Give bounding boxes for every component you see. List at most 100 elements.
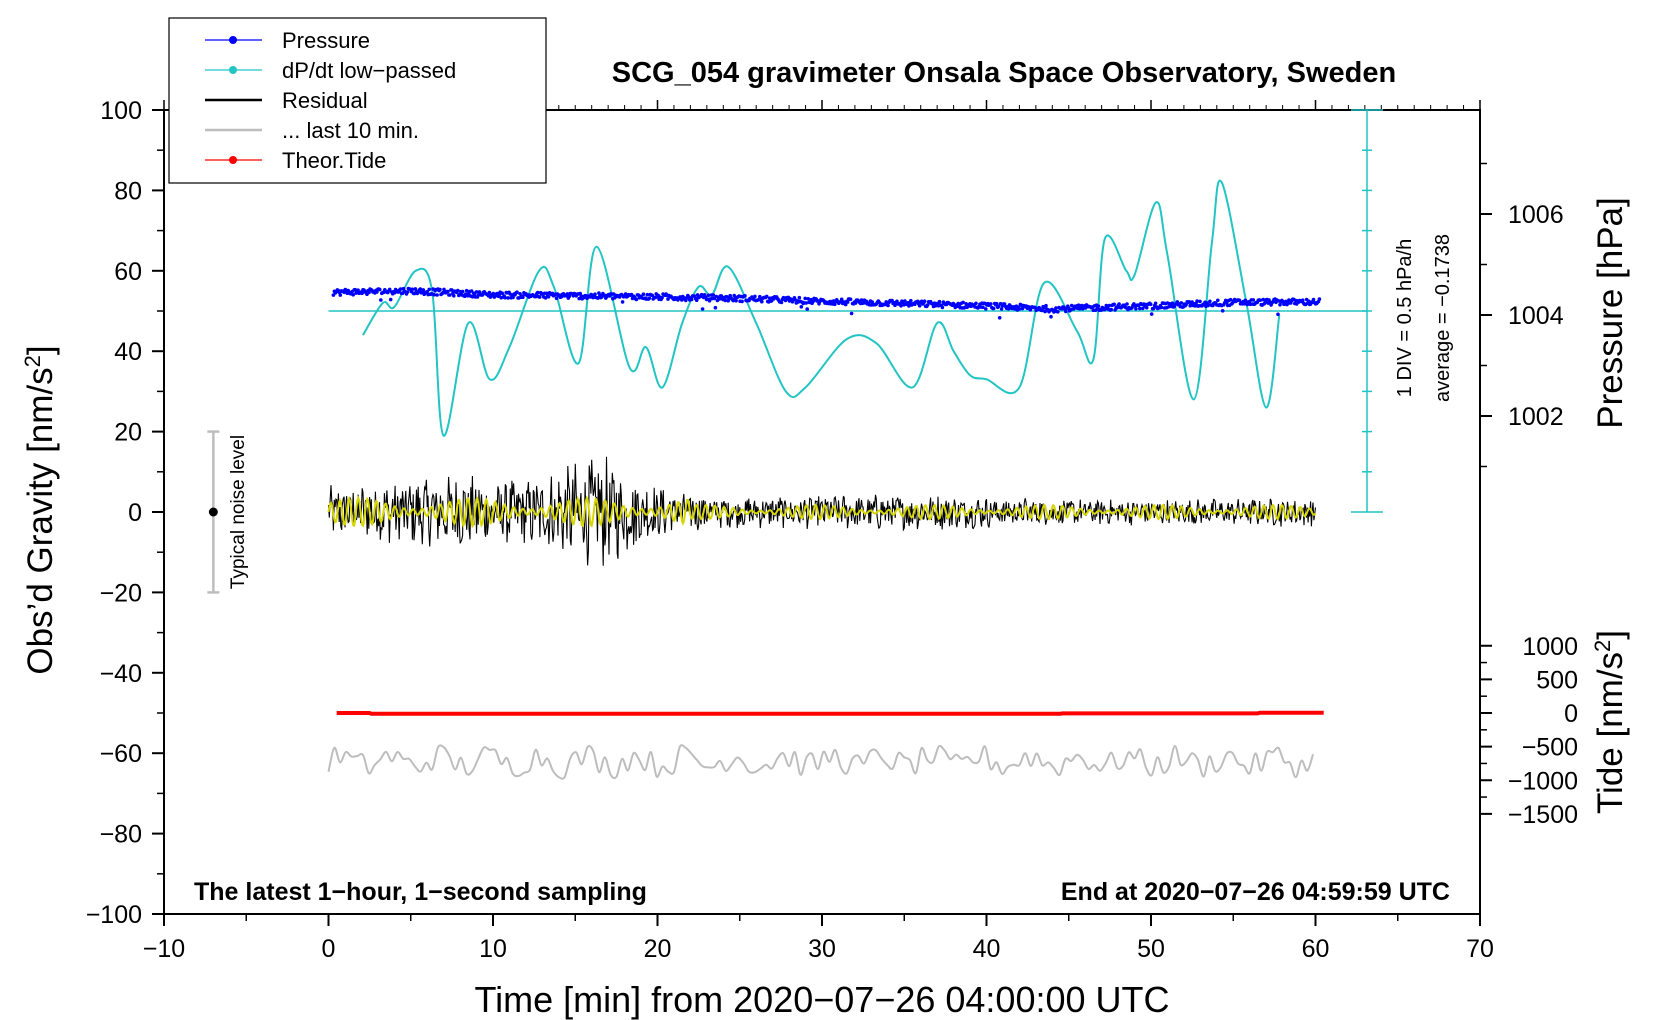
pressure-point bbox=[567, 294, 572, 299]
y-tick-label: 80 bbox=[114, 177, 142, 205]
dpdt-scale-label: 1 DIV = 0.5 hPa/h bbox=[1394, 239, 1416, 397]
pressure-point bbox=[432, 292, 436, 297]
pressure-point bbox=[797, 295, 802, 300]
tide-tick-label: −500 bbox=[1522, 734, 1578, 762]
pressure-point bbox=[554, 296, 559, 301]
pressure-point bbox=[351, 293, 356, 297]
pressure-point bbox=[647, 296, 652, 301]
pressure-point bbox=[464, 288, 469, 293]
pressure-point bbox=[886, 303, 890, 308]
pressure-point bbox=[438, 287, 442, 292]
pressure-point bbox=[641, 292, 646, 297]
y-tick-label: 20 bbox=[114, 419, 142, 447]
pressure-point bbox=[764, 294, 769, 299]
pressure-point bbox=[511, 295, 515, 300]
pressure-point bbox=[719, 294, 724, 298]
y-axis-tide: 1000 500 0 −500 −1000 −1500 bbox=[1480, 633, 1578, 829]
pressure-point bbox=[1017, 307, 1022, 311]
y-axis-label-tide: Tide [nm/s2] bbox=[1590, 630, 1631, 814]
pressure-point bbox=[378, 287, 382, 292]
annotation-sampling: The latest 1−hour, 1−second sampling bbox=[194, 878, 647, 906]
pressure-point bbox=[1258, 298, 1262, 303]
pressure-point bbox=[907, 304, 911, 308]
pressure-point bbox=[699, 292, 704, 297]
noise-center-dot bbox=[208, 507, 218, 517]
pressure-point bbox=[706, 293, 711, 298]
tide-tick-label: 500 bbox=[1536, 666, 1578, 694]
pressure-point bbox=[758, 294, 762, 299]
pressure-point bbox=[460, 289, 465, 294]
pressure-point bbox=[1153, 301, 1158, 306]
x-tick-label: −10 bbox=[143, 935, 185, 963]
pressure-point bbox=[845, 300, 850, 304]
y-axis-pressure: 1006 1004 1002 bbox=[1480, 162, 1564, 468]
pressure-point bbox=[917, 304, 922, 308]
pressure-point bbox=[713, 305, 718, 310]
pressure-point bbox=[1149, 312, 1154, 316]
pressure-point bbox=[997, 316, 1002, 320]
y-tick-label: −20 bbox=[100, 579, 142, 607]
pressure-point bbox=[1107, 303, 1111, 308]
legend-label: dP/dt low−passed bbox=[282, 58, 456, 83]
pressure-point bbox=[1170, 301, 1175, 306]
theoretical-tide-line bbox=[336, 710, 1324, 716]
tide-tick-label: 0 bbox=[1564, 700, 1578, 728]
pressure-point bbox=[994, 301, 999, 306]
y-axis-gravity: 100 80 60 40 20 0 −20 −40 −60 −80 −100 bbox=[86, 97, 164, 929]
pressure-point bbox=[1237, 298, 1242, 303]
pressure-point bbox=[375, 290, 379, 294]
pressure-point bbox=[354, 291, 358, 295]
pressure-point bbox=[743, 294, 747, 298]
pressure-point bbox=[1208, 299, 1212, 304]
pressure-point bbox=[909, 298, 913, 303]
y-tick-label: 40 bbox=[114, 338, 142, 366]
x-tick-label: 10 bbox=[479, 935, 507, 963]
pressure-point bbox=[893, 303, 897, 308]
pressure-point bbox=[398, 287, 403, 291]
pressure-point bbox=[338, 293, 343, 297]
pressure-point bbox=[503, 295, 508, 300]
pressure-point bbox=[839, 297, 844, 302]
pressure-point bbox=[740, 299, 744, 304]
pressure-point bbox=[1054, 306, 1058, 310]
pressure-point bbox=[448, 293, 452, 297]
pressure-point bbox=[387, 287, 392, 292]
pressure-point bbox=[694, 298, 699, 303]
tide-tick-label: −1000 bbox=[1508, 767, 1578, 795]
pressure-point bbox=[1306, 299, 1311, 304]
pressure-point bbox=[645, 292, 650, 297]
pressure-point bbox=[717, 297, 722, 301]
x-tick-label: 40 bbox=[973, 935, 1001, 963]
legend-swatch-dot bbox=[229, 66, 237, 74]
pressure-point bbox=[521, 295, 525, 300]
dpdt-average-label: average = −0.1738 bbox=[1432, 234, 1454, 402]
pressure-point bbox=[760, 299, 764, 304]
x-axis-label: Time [min] from 2020−07−26 04:00:00 UTC bbox=[474, 979, 1169, 1020]
pressure-point bbox=[1109, 307, 1113, 312]
pressure-point bbox=[964, 302, 968, 306]
pressure-point bbox=[1263, 300, 1267, 305]
pressure-point bbox=[1040, 308, 1044, 313]
pressure-point bbox=[1220, 309, 1225, 313]
pressure-point bbox=[989, 302, 993, 306]
pressure-point bbox=[515, 290, 519, 295]
legend-label: Residual bbox=[282, 88, 368, 113]
pressure-point bbox=[767, 296, 772, 301]
pressure-point bbox=[999, 307, 1004, 311]
pressure-point bbox=[474, 290, 479, 294]
y-tick-label: −40 bbox=[100, 660, 142, 688]
pressure-point bbox=[974, 301, 978, 306]
pressure-point bbox=[367, 290, 371, 295]
pressure-point bbox=[1138, 306, 1142, 311]
series-layer bbox=[327, 179, 1367, 780]
y-axis-label-pressure: Pressure [hPa] bbox=[1591, 197, 1630, 429]
dpdt-line bbox=[362, 179, 1281, 437]
pressure-point bbox=[940, 305, 945, 310]
pressure-point bbox=[1243, 298, 1248, 303]
pressure-point bbox=[870, 300, 875, 304]
pressure-point bbox=[799, 305, 804, 309]
pressure-point bbox=[804, 301, 808, 305]
pressure-point bbox=[456, 288, 460, 293]
pressure-point bbox=[534, 294, 538, 299]
pressure-point bbox=[418, 287, 423, 291]
